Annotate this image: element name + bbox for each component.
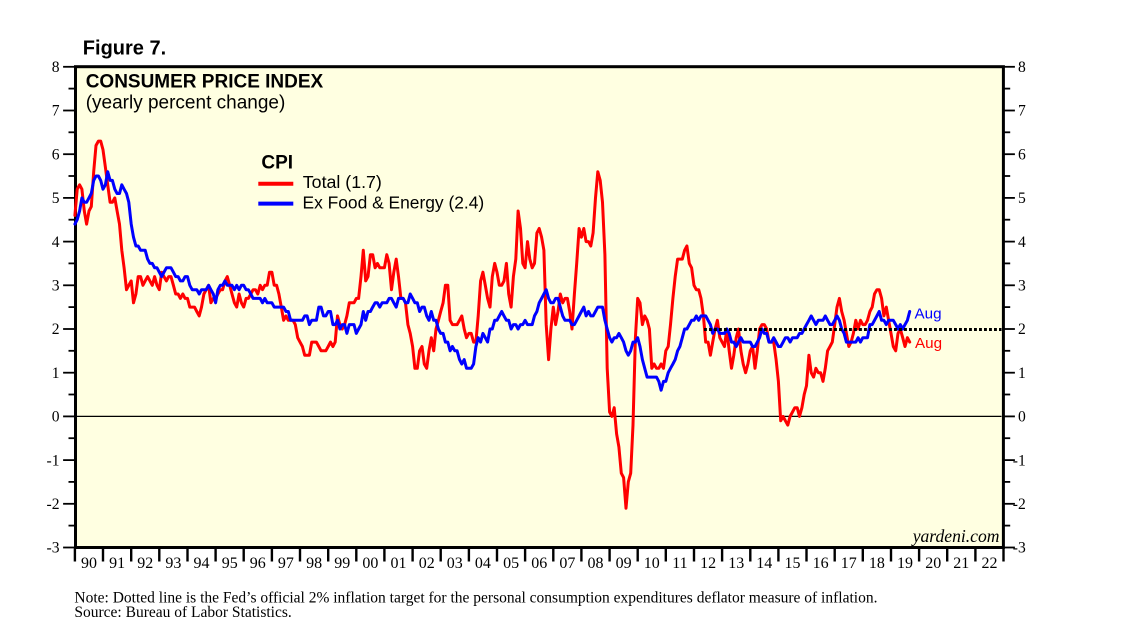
svg-text:1: 1 <box>1018 365 1026 382</box>
svg-text:22: 22 <box>982 555 998 572</box>
svg-text:2: 2 <box>52 321 60 338</box>
svg-text:-1: -1 <box>1013 452 1026 469</box>
svg-text:13: 13 <box>728 555 744 572</box>
svg-text:3: 3 <box>1018 278 1026 295</box>
svg-text:CONSUMER PRICE INDEX: CONSUMER PRICE INDEX <box>86 72 324 93</box>
svg-text:2: 2 <box>1018 321 1026 338</box>
svg-text:0: 0 <box>1018 409 1026 426</box>
svg-text:19: 19 <box>897 555 913 572</box>
svg-text:90: 90 <box>81 555 97 572</box>
svg-text:4: 4 <box>1018 234 1026 251</box>
svg-text:Figure 7.: Figure 7. <box>83 38 166 60</box>
svg-text:98: 98 <box>306 555 322 572</box>
svg-text:-3: -3 <box>1013 540 1026 557</box>
svg-text:05: 05 <box>503 555 519 572</box>
svg-text:4: 4 <box>52 234 60 251</box>
svg-text:0: 0 <box>52 409 60 426</box>
svg-text:-2: -2 <box>47 496 60 513</box>
svg-text:94: 94 <box>194 555 210 572</box>
svg-text:99: 99 <box>334 555 350 572</box>
svg-text:06: 06 <box>531 555 547 572</box>
svg-text:11: 11 <box>672 555 687 572</box>
svg-text:5: 5 <box>52 190 60 207</box>
svg-text:Ex Food & Energy (2.4): Ex Food & Energy (2.4) <box>303 193 485 213</box>
svg-text:yardeni.com: yardeni.com <box>911 526 1000 546</box>
svg-text:10: 10 <box>644 555 660 572</box>
svg-text:16: 16 <box>813 555 829 572</box>
svg-text:CPI: CPI <box>261 152 293 173</box>
svg-text:Source: Bureau of Labor Statis: Source: Bureau of Labor Statistics. <box>74 604 291 621</box>
svg-text:Total (1.7): Total (1.7) <box>303 172 382 192</box>
svg-text:18: 18 <box>869 555 885 572</box>
svg-text:5: 5 <box>1018 190 1026 207</box>
svg-text:7: 7 <box>1018 103 1026 120</box>
svg-text:08: 08 <box>588 555 604 572</box>
svg-text:Aug: Aug <box>915 335 942 352</box>
svg-text:17: 17 <box>841 555 857 572</box>
svg-text:1: 1 <box>52 365 60 382</box>
svg-text:12: 12 <box>700 555 716 572</box>
svg-text:8: 8 <box>1018 59 1026 76</box>
svg-text:01: 01 <box>391 555 407 572</box>
svg-text:6: 6 <box>1018 146 1026 163</box>
svg-text:92: 92 <box>137 555 153 572</box>
svg-text:97: 97 <box>278 555 294 572</box>
svg-text:09: 09 <box>616 555 632 572</box>
svg-text:Note: Dotted line is the Fed’s: Note: Dotted line is the Fed’s official … <box>74 589 877 606</box>
svg-text:20: 20 <box>925 555 941 572</box>
svg-text:02: 02 <box>419 555 435 572</box>
svg-text:7: 7 <box>52 103 60 120</box>
svg-text:15: 15 <box>785 555 801 572</box>
svg-text:Aug: Aug <box>915 306 942 323</box>
svg-text:93: 93 <box>165 555 181 572</box>
svg-text:95: 95 <box>222 555 238 572</box>
svg-text:07: 07 <box>559 555 575 572</box>
svg-text:(yearly percent change): (yearly percent change) <box>86 93 286 114</box>
svg-text:8: 8 <box>52 59 60 76</box>
svg-text:-2: -2 <box>1013 496 1026 513</box>
svg-text:3: 3 <box>52 278 60 295</box>
svg-text:6: 6 <box>52 146 60 163</box>
svg-text:21: 21 <box>953 555 969 572</box>
svg-text:91: 91 <box>109 555 125 572</box>
svg-text:03: 03 <box>447 555 463 572</box>
svg-text:14: 14 <box>756 555 772 572</box>
svg-text:-3: -3 <box>47 540 60 557</box>
svg-text:00: 00 <box>362 555 378 572</box>
svg-text:96: 96 <box>250 555 266 572</box>
svg-text:-1: -1 <box>47 452 60 469</box>
svg-text:04: 04 <box>475 555 491 572</box>
